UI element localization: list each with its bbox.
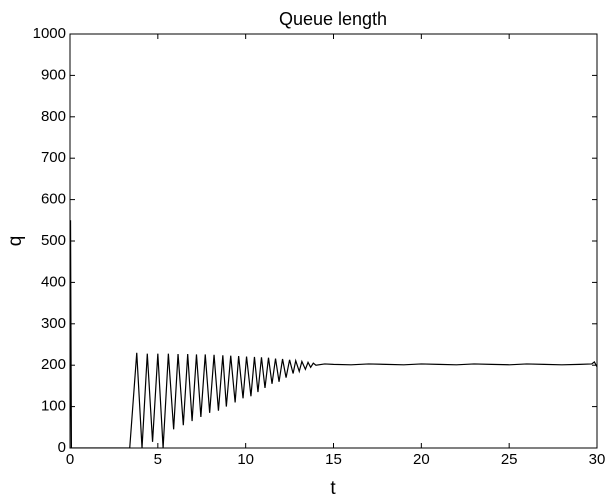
x-tick-label: 5 bbox=[154, 451, 162, 468]
y-tick-label: 100 bbox=[41, 398, 66, 415]
y-tick-label: 800 bbox=[41, 108, 66, 125]
chart-title: Queue length bbox=[279, 9, 387, 29]
y-axis-label: q bbox=[5, 236, 26, 247]
y-tick-label: 0 bbox=[58, 439, 66, 456]
x-tick-label: 0 bbox=[66, 451, 74, 468]
x-tick-label: 25 bbox=[501, 451, 518, 468]
y-tick-label: 700 bbox=[41, 149, 66, 166]
x-tick-label: 20 bbox=[413, 451, 430, 468]
x-tick-label: 15 bbox=[325, 451, 342, 468]
y-tick-label: 1000 bbox=[33, 25, 66, 42]
y-tick-label: 200 bbox=[41, 356, 66, 373]
y-tick-label: 400 bbox=[41, 273, 66, 290]
y-tick-label: 900 bbox=[41, 66, 66, 83]
y-tick-label: 500 bbox=[41, 232, 66, 249]
y-tick-label: 600 bbox=[41, 191, 66, 208]
data-line bbox=[70, 220, 597, 448]
y-tick-label: 300 bbox=[41, 315, 66, 332]
x-tick-label: 10 bbox=[237, 451, 254, 468]
x-tick-label: 30 bbox=[589, 451, 606, 468]
x-axis-label: t bbox=[330, 478, 336, 499]
